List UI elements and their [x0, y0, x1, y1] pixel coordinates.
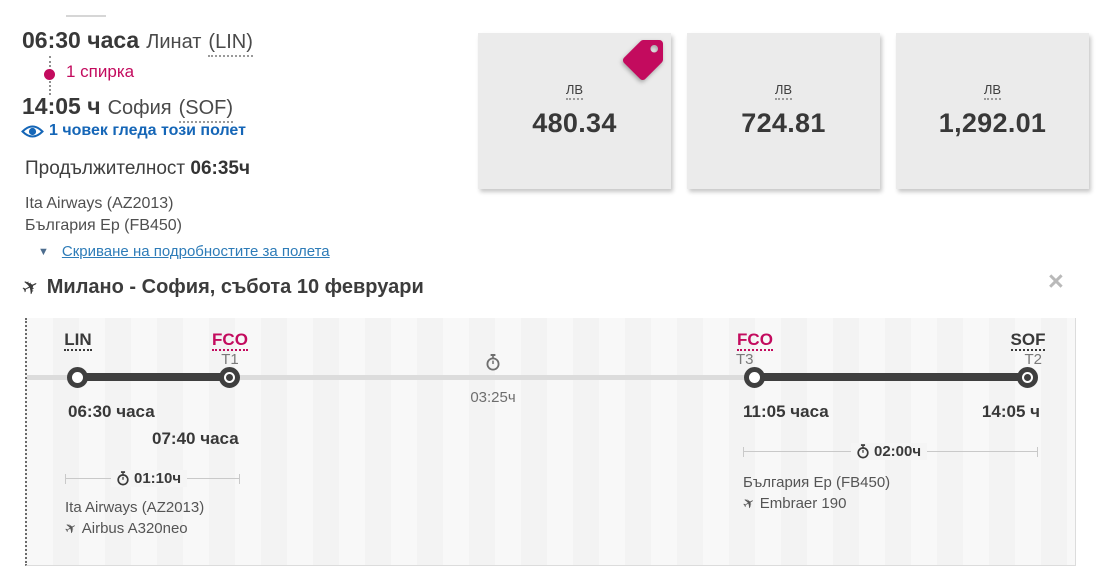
- aircraft-icon: ✈: [739, 493, 758, 513]
- row-divider: [66, 15, 106, 17]
- hide-details-toggle[interactable]: ▼ Скриване на подробностите за полета: [38, 243, 330, 260]
- price-amount: 1,292.01: [938, 107, 1047, 138]
- airport-code[interactable]: FCO: [212, 330, 248, 351]
- departure-time: 06:30 часа: [22, 27, 140, 53]
- price-option-1[interactable]: ЛВ 480.34: [478, 33, 671, 189]
- close-icon[interactable]: ×: [1048, 266, 1064, 296]
- stopwatch-icon: [117, 471, 129, 486]
- segment-duration-text: 01:10ч: [134, 470, 182, 487]
- price-option-3[interactable]: ЛВ 1,292.01: [896, 33, 1089, 189]
- duration-value: 06:35ч: [190, 158, 251, 179]
- airport-code[interactable]: LIN: [64, 330, 92, 351]
- airport-code[interactable]: FCO: [737, 330, 773, 351]
- aircraft-name: Embraer 190: [759, 495, 847, 512]
- route-node-fco-depart: [744, 367, 765, 388]
- airline-item: Ita Airways (AZ2013): [25, 195, 174, 212]
- eye-icon: [21, 125, 44, 137]
- total-duration: Продължителност 06:35ч: [25, 158, 250, 180]
- segment-aircraft-2: ✈ Embraer 190: [739, 493, 847, 513]
- currency-label[interactable]: ЛВ: [565, 82, 584, 100]
- price-amount: 480.34: [532, 107, 617, 138]
- departure-airport: Линат: [146, 31, 202, 53]
- route-base-line: [27, 375, 1028, 380]
- arrival-airport: София: [107, 97, 172, 119]
- departure-row: 06:30 часа Линат (LIN): [22, 27, 253, 57]
- arrival-airport-code[interactable]: (SOF): [178, 97, 234, 123]
- flight-icon: ✈: [18, 274, 44, 302]
- segment-duration-text: 02:00ч: [874, 443, 922, 460]
- segment-duration-1: 01:10ч: [111, 470, 188, 487]
- caret-down-icon[interactable]: ▼: [38, 245, 49, 258]
- stop-fco-t1: FCO T1: [190, 330, 270, 369]
- departure-airport-code[interactable]: (LIN): [208, 31, 253, 57]
- duration-label: Продължителност: [25, 158, 186, 179]
- airlines-list: Ita Airways (AZ2013) България Ер (FB450): [25, 193, 182, 237]
- segment-duration-2: 02:00ч: [851, 443, 928, 460]
- layover-duration: 03:25ч: [470, 389, 516, 406]
- flight-segment-line-1: [78, 373, 230, 381]
- route-node-lin: [67, 367, 88, 388]
- currency-label[interactable]: ЛВ: [774, 82, 793, 100]
- terminal-label: T2: [1024, 351, 1042, 368]
- segment-airline-2: България Ер (FB450): [743, 474, 891, 491]
- flight-details-panel: LIN FCO T1 FCO T3 SOF T2 03:25ч 06:30 ча…: [25, 318, 1076, 566]
- currency-label[interactable]: ЛВ: [983, 82, 1002, 100]
- aircraft-icon: ✈: [61, 518, 80, 538]
- timeline-time-stop-arrival: 07:40 часа: [152, 429, 239, 448]
- arrival-time: 14:05 ч: [22, 93, 101, 119]
- arrival-row: 14:05 ч София (SOF): [22, 93, 234, 123]
- segment-aircraft-1: ✈ Airbus A320neo: [61, 518, 188, 538]
- price-amount: 724.81: [741, 107, 826, 138]
- stopwatch-icon: [486, 354, 500, 371]
- details-header: ✈ Милано - София, събота 10 февруари: [18, 274, 424, 301]
- terminal-label: T1: [221, 351, 239, 368]
- segment-airline-1: Ita Airways (AZ2013): [65, 499, 205, 516]
- timeline-time-arrival: 14:05 ч: [981, 402, 1040, 421]
- deal-tag-icon: [623, 40, 663, 80]
- timeline-time-stop-departure: 11:05 часа: [743, 402, 829, 421]
- route-node-sof: [1017, 367, 1038, 388]
- airline-item: България Ер (FB450): [25, 217, 182, 234]
- airport-code[interactable]: SOF: [1010, 330, 1046, 351]
- stop-dot-icon: [44, 69, 55, 80]
- watchers-note: 1 човек гледа този полет: [21, 122, 246, 140]
- watchers-text: 1 човек гледа този полет: [49, 122, 246, 139]
- price-option-2[interactable]: ЛВ 724.81: [687, 33, 880, 189]
- stop-sof: SOF T2: [988, 330, 1068, 369]
- hide-details-link[interactable]: Скриване на подробностите за полета: [61, 243, 330, 260]
- stopwatch-icon: [857, 444, 869, 459]
- route-node-fco-arrive: [219, 367, 240, 388]
- layover-info: 03:25ч: [453, 354, 533, 406]
- terminal-label: T3: [736, 351, 754, 368]
- flight-segment-line-2: [755, 373, 1028, 381]
- stops-count-label: 1 спирка: [66, 62, 135, 81]
- aircraft-name: Airbus A320neo: [81, 520, 188, 537]
- timeline-time-departure: 06:30 часа: [68, 402, 155, 421]
- stop-lin: LIN: [38, 330, 118, 351]
- stop-fco-t3: FCO T3: [715, 330, 795, 369]
- details-title: Милано - София, събота 10 февруари: [46, 276, 424, 298]
